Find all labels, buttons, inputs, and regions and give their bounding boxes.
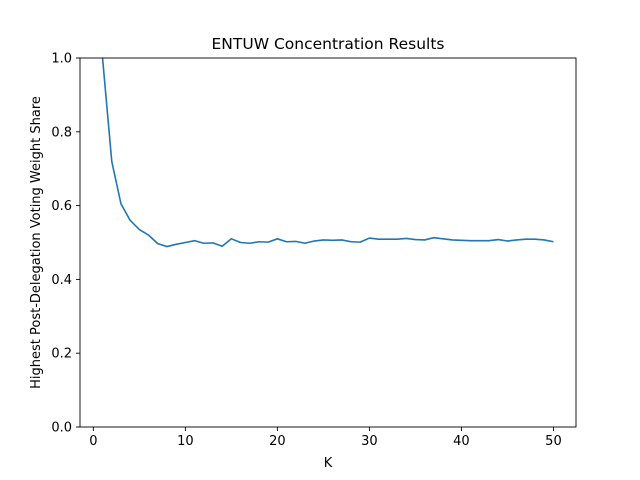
plot-area <box>79 57 577 428</box>
y-axis-label: Highest Post-Delegation Voting Weight Sh… <box>29 96 44 389</box>
y-tick-label: 0.4 <box>51 273 72 288</box>
x-axis: 0 10 20 30 40 50 <box>89 427 562 449</box>
plot-frame <box>79 57 577 428</box>
x-tick-label: 30 <box>361 434 378 449</box>
y-tick-label: 0.0 <box>51 421 72 436</box>
x-tick-label: 40 <box>453 434 470 449</box>
x-tick-label: 20 <box>269 434 286 449</box>
y-tick-label: 0.2 <box>51 347 72 362</box>
y-tick-label: 0.8 <box>51 125 72 140</box>
y-tick-label: 1.0 <box>51 52 72 67</box>
x-tick-label: 0 <box>89 434 97 449</box>
x-tick-label: 10 <box>177 434 194 449</box>
y-tick-label: 0.6 <box>51 199 72 214</box>
chart-title: ENTUW Concentration Results <box>212 35 445 53</box>
x-tick-label: 50 <box>545 434 562 449</box>
series-line-0 <box>101 58 554 248</box>
y-axis: 0.0 0.2 0.4 0.6 0.8 1.0 <box>51 52 80 436</box>
x-axis-label: K <box>324 456 333 471</box>
